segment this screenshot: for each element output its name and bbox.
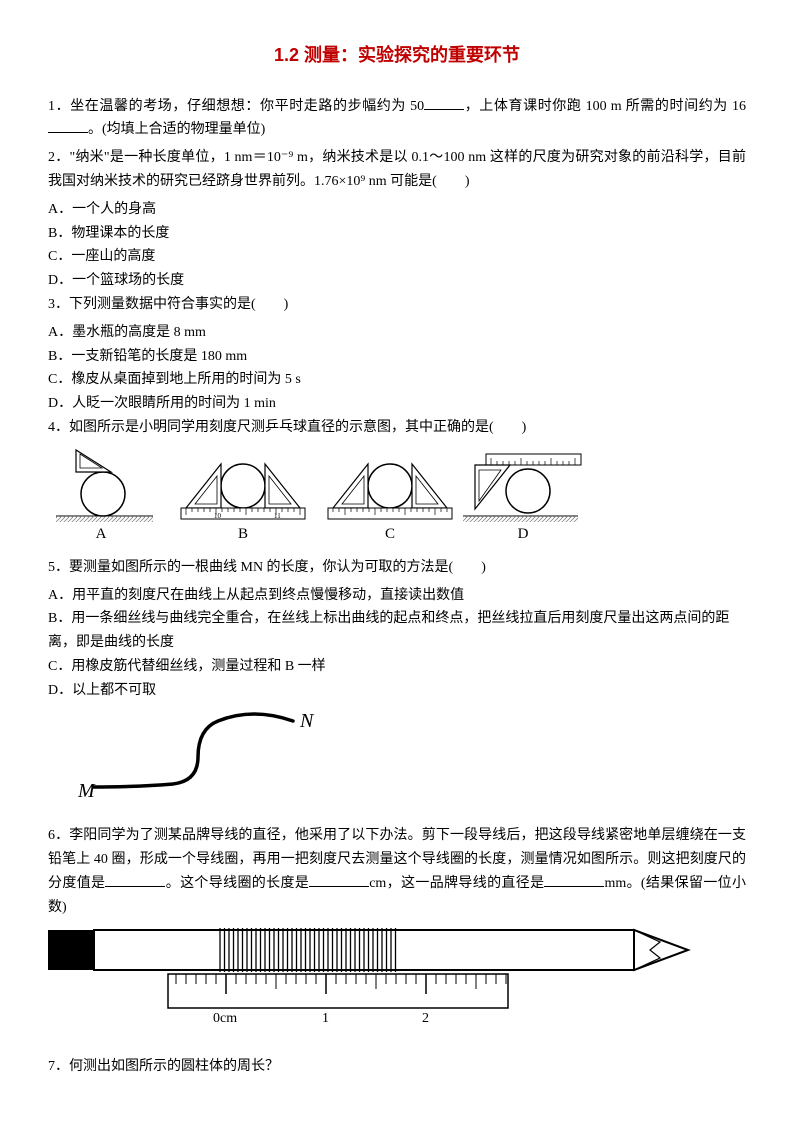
- svg-text:D: D: [518, 526, 529, 542]
- q1-suffix: 。(均填上合适的物理量单位): [88, 122, 265, 137]
- q5-option-a: A．用平直的刻度尺在曲线上从起点到终点慢慢移动，直接读出数值: [48, 584, 746, 608]
- q2-option-a: A．一个人的身高: [48, 198, 746, 222]
- svg-text:B: B: [238, 526, 248, 542]
- svg-text:0cm: 0cm: [213, 1011, 237, 1026]
- question-2: 2．"纳米"是一种长度单位，1 nm＝10⁻⁹ m，纳米技术是以 0.1～100…: [48, 146, 746, 194]
- q6-blank-3: [544, 872, 604, 887]
- q2-option-b: B．物理课本的长度: [48, 222, 746, 246]
- question-1: 1．坐在温馨的考场，仔细想想：你平时走路的步幅约为 50 ，上体育课时你跑 100…: [48, 95, 746, 143]
- q6-p3: cm，这一品牌导线的直径是: [369, 876, 544, 891]
- svg-text:A: A: [96, 526, 107, 542]
- q2-option-d: D．一个篮球场的长度: [48, 269, 746, 293]
- svg-text:N: N: [299, 710, 315, 732]
- q1-blank-2: [48, 118, 88, 133]
- q5-option-b: B．用一条细丝线与曲线完全重合，在丝线上标出曲线的起点和终点，把丝线拉直后用刻度…: [48, 607, 746, 655]
- svg-text:10: 10: [214, 512, 222, 520]
- svg-text:11: 11: [274, 512, 281, 520]
- q3-option-a: A．墨水瓶的高度是 8 mm: [48, 321, 746, 345]
- q6-p2: 。这个导线圈的长度是: [165, 876, 309, 891]
- q6-blank-2: [309, 872, 369, 887]
- question-4: 4．如图所示是小明同学用刻度尺测乒乓球直径的示意图，其中正确的是( ): [48, 416, 746, 440]
- q3-option-b: B．一支新铅笔的长度是 180 mm: [48, 345, 746, 369]
- q1-mid1: ，上体育课时你跑 100 m 所需的时间约为 16: [464, 99, 746, 114]
- svg-text:C: C: [385, 526, 395, 542]
- q4-figure: A 10 11 B: [48, 446, 746, 546]
- svg-text:M: M: [78, 780, 96, 802]
- q3-option-c: C．橡皮从桌面掉到地上所用的时间为 5 s: [48, 368, 746, 392]
- question-3: 3．下列测量数据中符合事实的是( ): [48, 293, 746, 317]
- q5-option-d: D．以上都不可取: [48, 679, 746, 703]
- q5-option-c: C．用橡皮筋代替细丝线，测量过程和 B 一样: [48, 655, 746, 679]
- q6-blank-1: [105, 872, 165, 887]
- q2-option-c: C．一座山的高度: [48, 245, 746, 269]
- page-title: 1.2 测量：实验探究的重要环节: [48, 40, 746, 71]
- question-5: 5．要测量如图所示的一根曲线 MN 的长度，你认为可取的方法是( ): [48, 556, 746, 580]
- svg-text:1: 1: [322, 1011, 329, 1026]
- q6-figure: 0cm 1 2: [48, 926, 746, 1040]
- q1-prefix: 1．坐在温馨的考场，仔细想想：你平时走路的步幅约为 50: [48, 99, 424, 114]
- question-6: 6．李阳同学为了测某品牌导线的直径，他采用了以下办法。剪下一段导线后，把这段导线…: [48, 824, 746, 919]
- svg-text:2: 2: [422, 1011, 429, 1026]
- q5-figure: M N: [78, 709, 746, 813]
- q3-option-d: D．人眨一次眼睛所用的时间为 1 min: [48, 392, 746, 416]
- question-7: 7．何测出如图所示的圆柱体的周长？: [48, 1055, 746, 1079]
- q1-blank-1: [424, 95, 464, 110]
